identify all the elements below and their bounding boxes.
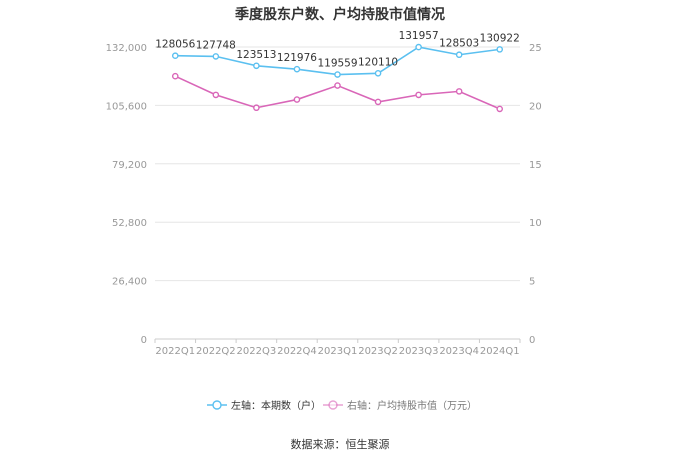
right-axis-tick-label: 5 bbox=[529, 277, 535, 288]
data-point bbox=[374, 98, 382, 106]
data-point bbox=[455, 51, 463, 59]
data-point bbox=[293, 96, 301, 103]
data-point bbox=[293, 65, 301, 73]
left-axis-tick-label: 0 bbox=[141, 335, 147, 346]
left-axis-tick-label: 105,600 bbox=[106, 101, 147, 112]
data-point bbox=[171, 72, 179, 80]
x-axis-tick-label: 2022Q1 bbox=[155, 346, 195, 357]
data-point bbox=[334, 71, 341, 78]
x-axis-tick-label: 2023Q3 bbox=[399, 346, 439, 357]
data-label: 128503 bbox=[439, 38, 479, 50]
legend-label: 右轴：户均持股市值（万元） bbox=[347, 399, 477, 412]
data-label: 119559 bbox=[317, 58, 357, 70]
legend-item-households: 左轴：本期数（户） bbox=[207, 399, 321, 412]
right-axis-tick-label: 20 bbox=[529, 101, 542, 112]
data-point bbox=[253, 62, 260, 70]
chart-title: 季度股东户数、户均持股市值情况 bbox=[235, 7, 445, 23]
data-point bbox=[374, 70, 382, 77]
x-axis-tick-label: 2023Q2 bbox=[358, 346, 398, 357]
x-axis-tick-label: 2023Q4 bbox=[439, 346, 479, 357]
x-axis-tick-label: 2022Q2 bbox=[196, 346, 236, 357]
right-axis-tick-label: 0 bbox=[529, 335, 535, 346]
data-point bbox=[455, 88, 463, 95]
data-point bbox=[212, 53, 220, 60]
data-label: 127748 bbox=[196, 39, 236, 51]
right-axis-tick-label: 25 bbox=[529, 43, 542, 54]
data-point bbox=[415, 91, 422, 99]
left-axis-tick-label: 132,000 bbox=[106, 43, 147, 54]
series-line-avg-holding-value bbox=[174, 75, 501, 110]
left-axis-tick-label: 26,400 bbox=[112, 277, 147, 288]
data-label: 123513 bbox=[236, 49, 276, 61]
x-axis-tick-label: 2022Q4 bbox=[277, 346, 317, 357]
legend-label: 左轴：本期数（户） bbox=[231, 399, 321, 412]
data-point bbox=[496, 46, 504, 53]
data-point bbox=[212, 91, 220, 99]
data-label: 120110 bbox=[358, 56, 398, 68]
right-axis-tick-label: 10 bbox=[529, 218, 542, 229]
data-point bbox=[334, 82, 341, 89]
data-label: 128056 bbox=[155, 39, 195, 51]
data-source: 数据来源：恒生聚源 bbox=[290, 438, 390, 451]
data-label: 130922 bbox=[480, 32, 520, 44]
legend-marker-icon bbox=[212, 400, 222, 410]
legend-item-avg-holding-value: 右轴：户均持股市值（万元） bbox=[323, 399, 477, 412]
left-axis-tick-label: 79,200 bbox=[112, 160, 147, 171]
data-point bbox=[415, 43, 422, 51]
legend-marker-icon bbox=[328, 400, 338, 410]
left-axis-tick-label: 52,800 bbox=[112, 218, 147, 229]
data-label: 131957 bbox=[399, 30, 439, 42]
x-axis-tick-label: 2022Q3 bbox=[237, 346, 277, 357]
data-point bbox=[171, 52, 179, 60]
data-point bbox=[496, 105, 504, 113]
right-axis-tick-label: 15 bbox=[529, 160, 542, 171]
x-axis-tick-label: 2024Q1 bbox=[480, 346, 520, 357]
x-axis-tick-label: 2023Q1 bbox=[318, 346, 358, 357]
data-point bbox=[253, 104, 260, 112]
data-label: 121976 bbox=[277, 52, 317, 64]
